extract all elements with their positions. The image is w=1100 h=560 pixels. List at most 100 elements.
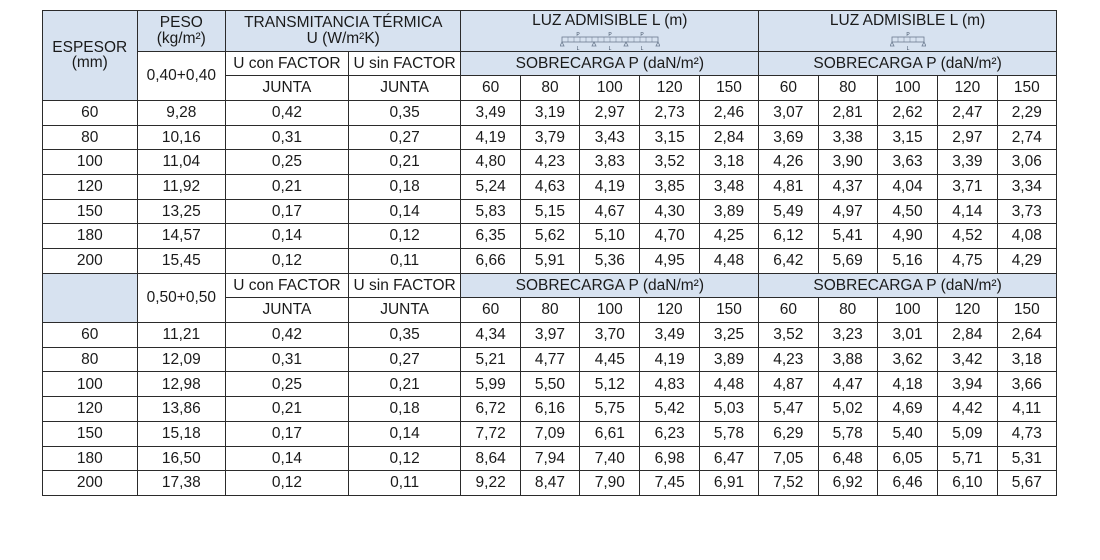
luz-multi-span-cell: 6,47 [698,445,760,472]
peso-cell: 15,45 [136,248,227,274]
luz-multi-span-cell: 7,90 [579,470,641,496]
luz-multi-span-cell: 3,79 [519,124,581,151]
sobrecarga-header: SOBRECARGA P (daN/m²) [460,272,760,299]
transmitancia-header: TRANSMITANCIA TÉRMICA U (W/m²K) [225,10,462,52]
beam-span-label: L [576,46,579,51]
luz-multi-span-cell: 4,19 [639,346,700,373]
luz-single-span-cell: 5,09 [937,420,998,447]
multi-span-beam-icon: P P P L L L [559,32,660,51]
luz-multi-span-cell: 5,36 [579,248,641,274]
load-header: 100 [579,75,641,101]
load-header: 150 [996,75,1058,101]
transmitancia-header-line2: U (W/m²K) [306,29,380,47]
luz-multi-span-cell: 7,40 [579,445,641,472]
luz-multi-span-cell: 4,25 [698,223,760,249]
luz-multi-span-cell: 3,49 [460,99,521,126]
luz-admisible-single-span-header: LUZ ADMISIBLE L (m) P L [758,10,1057,52]
espesor-cell: 150 [42,420,138,447]
luz-multi-span-cell: 6,35 [460,223,521,249]
espesor-cell: 80 [42,124,138,151]
luz-multi-span-cell: 4,23 [519,149,581,175]
luz-single-span-cell: 2,97 [937,124,998,151]
espesor-cell: 200 [42,470,138,496]
luz-single-span-cell: 3,06 [996,149,1058,175]
luz-single-span-cell: 4,18 [876,371,939,398]
u-con-factor-header: U con FACTOR [225,50,349,77]
table-row: 200 15,45 0,12 0,11 6,66 5,91 5,36 4,95 4,48 6,42… [42,248,1058,274]
luz-single-span-cell: 6,48 [817,445,878,472]
luz-single-span-cell: 2,29 [996,99,1058,126]
espesor-cell: 100 [42,371,138,398]
luz-single-span-cell: 6,46 [876,470,939,496]
luz-multi-span-cell: 3,49 [639,322,700,348]
sobrecarga-header: SOBRECARGA P (daN/m²) [758,272,1057,299]
luz-multi-span-cell: 4,67 [579,198,641,225]
luz-multi-span-cell: 3,52 [639,149,700,175]
u-con-factor-cell: 0,12 [225,470,349,496]
luz-single-span-cell: 4,23 [758,346,819,373]
luz-single-span-cell: 4,42 [937,396,998,422]
table-row: 150 13,25 0,17 0,14 5,83 5,15 4,67 4,30 3,89 5,49… [42,198,1058,225]
u-sin-factor-cell: 0,14 [347,198,462,225]
u-con-factor-cell: 0,14 [225,445,349,472]
luz-multi-span-cell: 8,64 [460,445,521,472]
luz-single-span-cell: 4,73 [996,420,1058,447]
luz-multi-span-cell: 4,63 [519,173,581,200]
espesor-cell: 60 [42,99,138,126]
luz-single-span-cell: 4,37 [817,173,878,200]
luz-single-span-cell: 5,41 [817,223,878,249]
section-0-rows: 60 9,28 0,42 0,35 3,49 3,19 2,97 2,73 2,46 3,07 2,… [42,99,1058,274]
peso-cell: 11,92 [136,173,227,200]
luz-single-span-cell: 5,71 [937,445,998,472]
u-con-factor-cell: 0,14 [225,223,349,249]
luz-multi-span-cell: 5,03 [698,396,760,422]
u-sin-factor-header: U sin FACTOR [347,50,462,77]
peso-sheet-label: 0,40+0,40 [136,50,227,101]
load-header: 100 [876,75,939,101]
luz-single-span-cell: 4,75 [937,248,998,274]
table-row: 80 12,09 0,31 0,27 5,21 4,77 4,45 4,19 3,89 4,23 3… [42,346,1058,373]
load-header: 60 [460,297,521,324]
load-header: 60 [758,75,819,101]
peso-header: PESO (kg/m²) [136,10,227,52]
luz-single-span-cell: 3,62 [876,346,939,373]
espesor-cell: 120 [42,173,138,200]
peso-sheet-label: 0,50+0,50 [136,272,227,324]
luz-admisible-single-title: LUZ ADMISIBLE L (m) [829,12,986,29]
load-header: 100 [579,297,641,324]
luz-multi-span-cell: 5,83 [460,198,521,225]
peso-cell: 15,18 [136,420,227,447]
u-sin-factor-header-line2: JUNTA [347,75,462,101]
luz-single-span-cell: 4,26 [758,149,819,175]
section-1-rows: 60 11,21 0,42 0,35 4,34 3,97 3,70 3,49 3,25 3,52 3… [42,322,1058,496]
luz-multi-span-cell: 4,48 [698,371,760,398]
peso-cell: 13,25 [136,198,227,225]
luz-single-span-cell: 5,47 [758,396,819,422]
luz-multi-span-cell: 4,19 [579,173,641,200]
luz-single-span-cell: 4,47 [817,371,878,398]
luz-admisible-multi-span-header: LUZ ADMISIBLE L (m) P P P L [460,10,760,52]
load-header: 80 [817,297,878,324]
luz-single-span-cell: 6,29 [758,420,819,447]
luz-multi-span-cell: 5,91 [519,248,581,274]
luz-multi-span-cell: 3,15 [639,124,700,151]
luz-multi-span-cell: 5,62 [519,223,581,249]
luz-single-span-cell: 3,69 [758,124,819,151]
luz-multi-span-cell: 9,22 [460,470,521,496]
luz-single-span-cell: 2,84 [937,322,998,348]
u-con-factor-cell: 0,17 [225,420,349,447]
espesor-cell: 200 [42,248,138,274]
u-con-factor-cell: 0,42 [225,322,349,348]
luz-single-span-cell: 4,29 [996,248,1058,274]
beam-load-label: P [906,32,910,38]
luz-single-span-cell: 3,23 [817,322,878,348]
luz-single-span-cell: 2,74 [996,124,1058,151]
table-row: 60 9,28 0,42 0,35 3,49 3,19 2,97 2,73 2,46 3,07 2,… [42,99,1058,126]
luz-multi-span-cell: 3,97 [519,322,581,348]
luz-single-span-cell: 5,40 [876,420,939,447]
luz-single-span-cell: 3,15 [876,124,939,151]
luz-multi-span-cell: 5,75 [579,396,641,422]
u-sin-factor-cell: 0,21 [347,149,462,175]
luz-single-span-cell: 3,94 [937,371,998,398]
u-sin-factor-header-line2: JUNTA [347,297,462,324]
